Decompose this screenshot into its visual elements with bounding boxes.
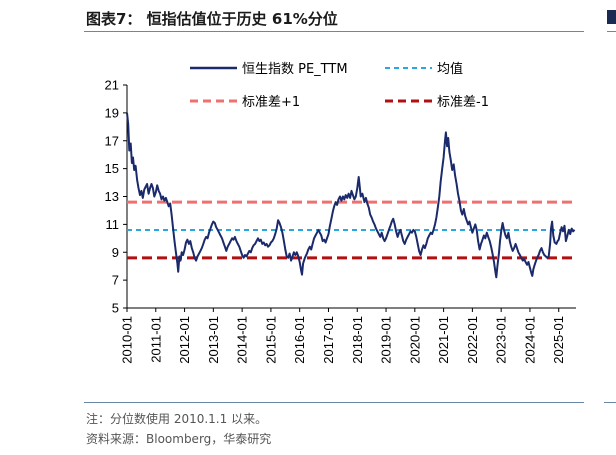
x-tick-label: 2011-01 (148, 316, 163, 363)
reference-lines (127, 200, 576, 260)
x-tick-label: 2024-01 (522, 316, 537, 364)
x-tick-label: 2022-01 (465, 316, 480, 364)
x-tick-label: 2014-01 (235, 316, 250, 364)
x-tick-label: 2025-01 (551, 316, 566, 364)
x-tick-label: 2016-01 (292, 316, 307, 364)
x-tick-label: 2017-01 (321, 316, 336, 364)
chart-title: 图表7： 恒指估值位于历史 61%分位 (86, 10, 338, 28)
y-tick-label: 21 (105, 78, 119, 93)
legend-pe-ttm-label: 恒生指数 PE_TTM (242, 62, 348, 77)
x-tick-label: 2021-01 (436, 316, 451, 364)
y-axis: 5 7 9 11 13 15 17 19 21 (105, 78, 128, 316)
x-tick-label: 2015-01 (263, 316, 278, 364)
y-tick-label: 19 (105, 105, 119, 120)
y-tick-label: 9 (112, 245, 119, 260)
x-tick-label: 2013-01 (206, 316, 221, 364)
x-tick-label: 2019-01 (379, 316, 394, 364)
footer-rule-edge (604, 402, 616, 403)
y-tick-label: 17 (105, 133, 119, 148)
legend-minus1-std-label: 标准差-1 (437, 95, 489, 110)
footnote: 注：分位数使用 2010.1.1 以来。 (86, 412, 268, 426)
x-tick-label: 2023-01 (494, 316, 509, 364)
x-tick-label: 2010-01 (120, 316, 135, 364)
y-tick-label: 7 (112, 273, 119, 288)
y-tick-label: 13 (105, 189, 119, 204)
series-area (126, 112, 576, 279)
x-axis: 2010-01 2011-01 2012-01 2013-01 2014-01 2015-… (120, 307, 576, 364)
x-tick-label: 2018-01 (350, 316, 365, 364)
x-tick-label: 2020-01 (407, 316, 422, 364)
x-tick-label: 2012-01 (177, 316, 192, 364)
legend-plus1-std-label: 标准差+1 (242, 95, 300, 110)
y-tick-label: 5 (112, 301, 119, 316)
footer-rule (84, 402, 584, 403)
edge-rule (607, 31, 616, 32)
title-rule (84, 31, 584, 32)
y-tick-label: 11 (106, 217, 120, 232)
source-note: 资料来源：Bloomberg，华泰研究 (86, 432, 272, 446)
pe-ttm-line (126, 112, 576, 279)
edge-marker (607, 10, 616, 24)
y-tick-label: 15 (105, 161, 119, 176)
legend-mean-label: 均值 (437, 61, 463, 77)
